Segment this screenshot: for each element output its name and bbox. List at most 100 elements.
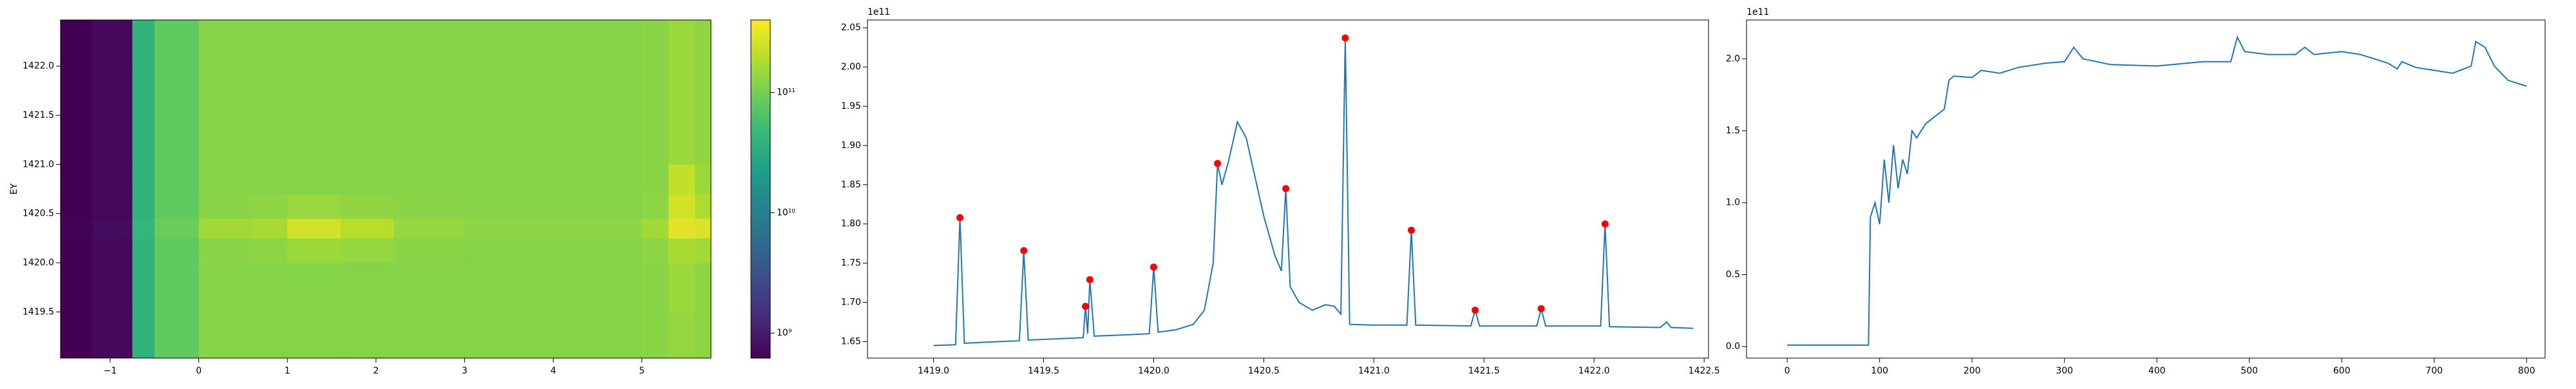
- heatmap-cell: [340, 262, 394, 312]
- colorbar-swatch: [751, 321, 770, 325]
- heatmap-cell: [198, 66, 252, 116]
- heatmap-cell: [154, 164, 200, 194]
- colorbar-swatch: [751, 313, 770, 316]
- colorbar-swatch: [751, 307, 770, 311]
- heatmap-cell: [132, 20, 155, 67]
- heatmap-cell: [252, 66, 288, 116]
- x-tick-label: 1420.5: [1248, 366, 1280, 376]
- colorbar-swatch: [751, 262, 770, 266]
- axes-frame: [60, 19, 712, 359]
- colorbar-swatch: [751, 203, 770, 207]
- colorbar-swatch: [751, 45, 770, 49]
- colorbar-swatch: [751, 119, 770, 122]
- heatmap-cell: [668, 238, 696, 263]
- axes-frame: [867, 19, 1709, 359]
- heatmap-cell: [641, 312, 669, 359]
- colorbar-swatch: [751, 28, 770, 32]
- heatmap-cell: [61, 66, 93, 116]
- heatmap-cell: [641, 218, 669, 239]
- x-tick-label: 800: [2518, 366, 2535, 376]
- colorbar-swatch: [751, 104, 770, 108]
- colorbar-swatch: [751, 287, 770, 291]
- colorbar-swatch: [751, 191, 770, 195]
- heatmap-cell: [252, 312, 288, 359]
- colorbar-swatch: [751, 31, 770, 35]
- colorbar-swatch: [751, 324, 770, 328]
- heatmap-cell: [464, 312, 554, 359]
- heatmap-cell: [92, 164, 133, 194]
- colorbar-swatch: [751, 65, 770, 68]
- heatmap-cell: [641, 194, 669, 219]
- colorbar-swatch: [751, 240, 770, 243]
- colorbar-swatch: [751, 316, 770, 319]
- y-tick-label: 1.85: [841, 180, 861, 190]
- heatmap-cell: [464, 262, 554, 312]
- heatmap-cell: [695, 20, 712, 67]
- colorbar-swatch: [751, 25, 770, 29]
- colorbar-swatch: [751, 99, 770, 102]
- x-tick-label: 1419.5: [1028, 366, 1059, 376]
- heatmap-cell: [198, 312, 252, 359]
- heatmap-cell: [61, 238, 93, 263]
- colorbar-swatch: [751, 110, 770, 113]
- colorbar-swatch: [751, 149, 770, 153]
- colorbar-swatch: [751, 146, 770, 150]
- colorbar-swatch: [751, 299, 770, 303]
- heatmap-cell: [340, 115, 394, 165]
- heatmap-cell: [61, 20, 93, 67]
- heatmap-cell: [92, 262, 133, 312]
- x-tick-label: 0: [1785, 366, 1790, 376]
- colorbar-swatch: [751, 96, 770, 100]
- colorbar-swatch: [751, 73, 770, 77]
- heatmap-cell: [553, 20, 643, 67]
- heatmap-cell: [464, 238, 554, 263]
- x-tick-label: 1421.5: [1468, 366, 1500, 376]
- heatmap-cell: [61, 115, 93, 165]
- heatmap-cell: [695, 218, 712, 239]
- heatmap-cell: [340, 194, 394, 219]
- x-tick-label: 400: [2148, 366, 2166, 376]
- heatmap-cell: [464, 66, 554, 116]
- peak-marker: [1537, 305, 1545, 312]
- heatmap-cell: [464, 20, 554, 67]
- heatmap-cell: [154, 218, 200, 239]
- y-tick-label: 0.0: [1726, 341, 1740, 352]
- colorbar-swatch: [751, 197, 770, 201]
- colorbar-swatch: [751, 152, 770, 156]
- heatmap-cell: [695, 194, 712, 219]
- colorbar-swatch: [751, 344, 770, 348]
- colorbar-swatch: [751, 223, 770, 226]
- peak-marker: [1282, 185, 1290, 193]
- peak-marker: [1472, 307, 1479, 314]
- axes-frame: [1746, 19, 2546, 359]
- heatmap-cell: [287, 262, 341, 312]
- x-tick-label: 2: [373, 366, 379, 376]
- colorbar-swatch: [751, 180, 770, 184]
- colorbar-swatch: [751, 273, 770, 277]
- colorbar-swatch: [751, 285, 770, 289]
- heatmap-cell: [154, 262, 200, 312]
- heatmap-cell: [252, 194, 288, 219]
- colorbar-tick-label: 10¹¹: [777, 87, 795, 97]
- colorbar-swatch: [751, 290, 770, 294]
- heatmap-cell: [641, 66, 669, 116]
- colorbar-swatch: [751, 138, 770, 142]
- heatmap-cell: [393, 312, 465, 359]
- y-tick-label: 1420.5: [23, 209, 54, 219]
- colorbar-swatch: [751, 141, 770, 145]
- heatmap-cell: [695, 238, 712, 263]
- heatmap-cell: [132, 194, 155, 219]
- x-tick-label: 1: [285, 366, 290, 376]
- heatmap-cell: [695, 262, 712, 312]
- heatmap-cell: [553, 218, 643, 239]
- colorbar-swatch: [751, 338, 770, 342]
- heatmap-cell: [92, 218, 133, 239]
- y-tick-label: 1.0: [1726, 198, 1740, 208]
- heatmap-cell: [198, 20, 252, 67]
- colorbar-swatch: [751, 200, 770, 204]
- colorbar-swatch: [751, 220, 770, 223]
- heatmap-cell: [287, 20, 341, 67]
- heatmap-cell: [668, 164, 696, 194]
- heatmap-cell: [393, 164, 465, 194]
- y-tick-label: 1420.0: [23, 258, 54, 268]
